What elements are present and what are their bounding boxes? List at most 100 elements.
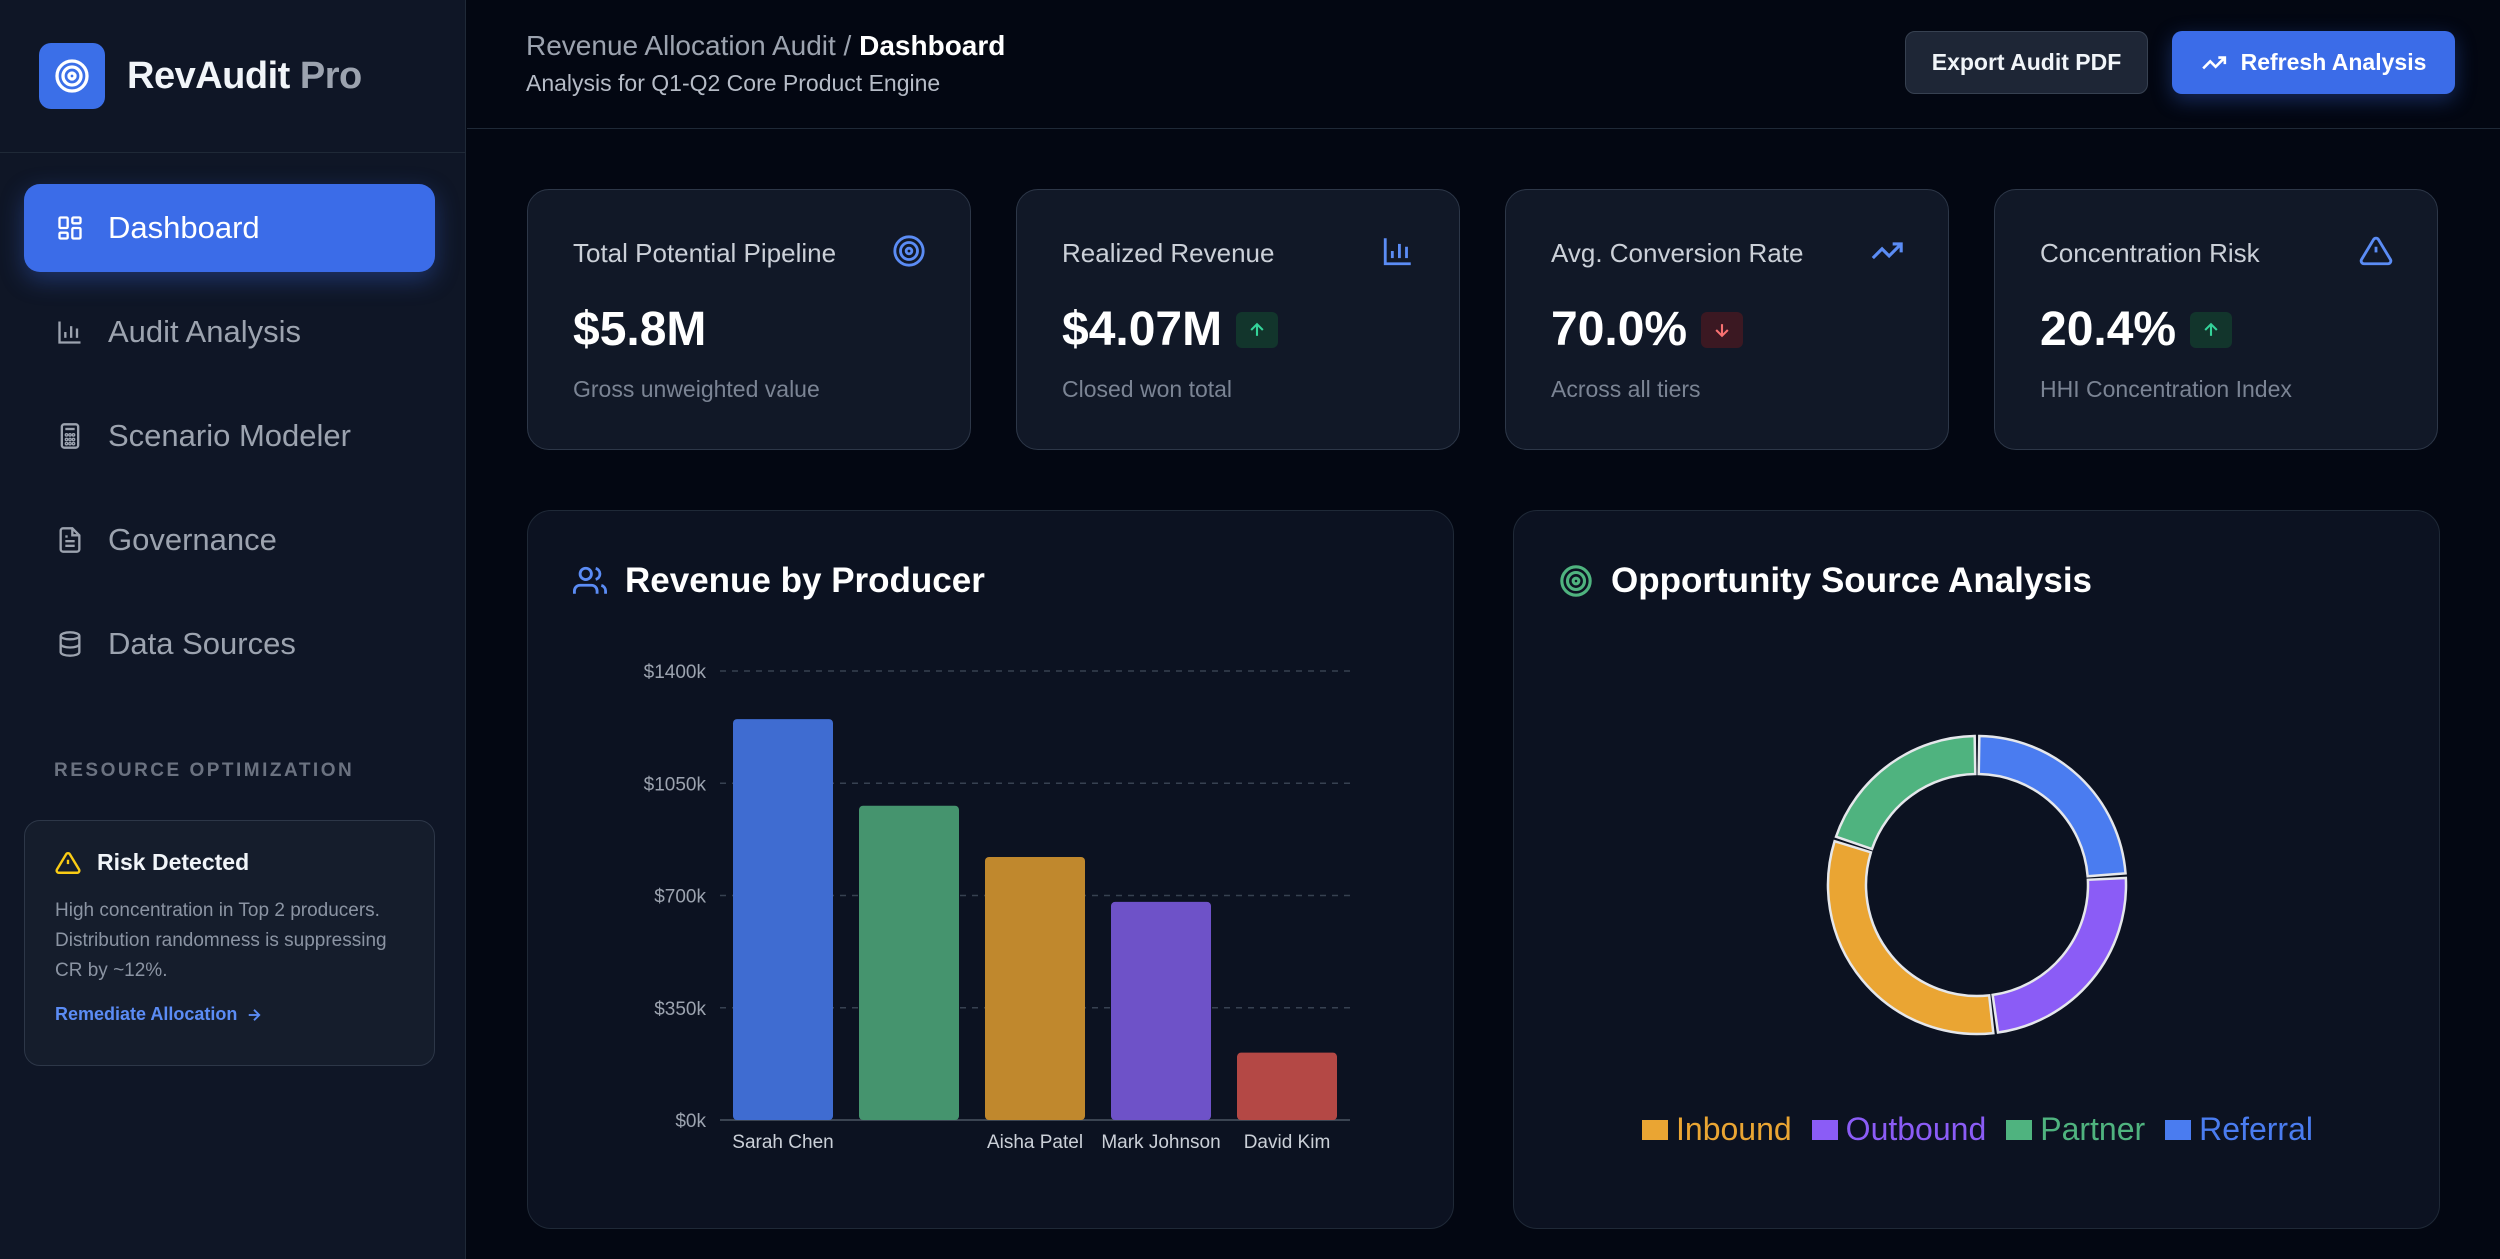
kpi-value: $5.8M xyxy=(573,303,707,356)
arrow-right-icon xyxy=(249,1008,261,1021)
legend-label: Outbound xyxy=(1845,1111,1987,1147)
y-tick-label: $700k xyxy=(654,887,706,908)
bar xyxy=(733,719,833,1120)
kpi-subtitle: Gross unweighted value xyxy=(573,376,820,402)
kpi-subtitle: Across all tiers xyxy=(1551,376,1701,402)
donut-slice-partner xyxy=(1834,734,1977,851)
warning-icon xyxy=(2359,236,2393,266)
bar-chart-icon xyxy=(1383,238,1411,266)
nav-item-data-sources[interactable]: Data Sources xyxy=(24,600,435,688)
kpi-title: Concentration Risk xyxy=(2040,238,2260,268)
legend-swatch xyxy=(1811,1119,1838,1140)
trending-up-icon xyxy=(1871,242,1903,260)
target-icon xyxy=(1560,565,1592,597)
arrow-up-icon xyxy=(1250,322,1264,336)
legend-swatch xyxy=(2165,1119,2192,1140)
source-donut-chart xyxy=(1826,734,2128,1036)
x-tick-label: Mark Johnson xyxy=(1101,1132,1220,1153)
legend-swatch xyxy=(1642,1119,1668,1140)
breadcrumb-parent[interactable]: Revenue Allocation Audit xyxy=(526,30,836,61)
users-icon xyxy=(573,566,607,594)
legend-swatch xyxy=(2006,1119,2033,1140)
kpi-title: Avg. Conversion Rate xyxy=(1551,238,1804,268)
bar-chart-icon xyxy=(54,316,86,348)
kpi-card-pipeline: Total Potential Pipeline $5.8M Gross unw… xyxy=(527,189,971,450)
bar xyxy=(1111,901,1211,1120)
kpi-value: 20.4% xyxy=(2040,302,2233,357)
nav-item-label: Dashboard xyxy=(108,210,260,245)
remediate-link[interactable]: Remediate Allocation xyxy=(55,1004,404,1025)
x-tick-label: Aisha Patel xyxy=(987,1132,1083,1153)
page-header: Revenue Allocation Audit / Dashboard Ana… xyxy=(467,0,2500,129)
export-audit-button[interactable]: Export Audit PDF xyxy=(1905,31,2148,94)
kpi-value: 70.0% xyxy=(1551,302,1744,357)
section-label: RESOURCE OPTIMIZATION xyxy=(54,760,355,781)
legend-item-outbound[interactable]: Outbound xyxy=(1811,1111,1987,1148)
kpi-subtitle: HHI Concentration Index xyxy=(2040,376,2292,402)
dashboard-icon xyxy=(54,212,86,244)
legend-label: Referral xyxy=(2199,1111,2313,1147)
sidebar: RevAudit Pro Dashboard Audit Analysis Sc… xyxy=(0,0,466,1259)
nav-item-audit-analysis[interactable]: Audit Analysis xyxy=(24,288,435,376)
breadcrumb: Revenue Allocation Audit / Dashboard xyxy=(526,30,1006,61)
trend-down-badge xyxy=(1701,311,1744,348)
nav-item-governance[interactable]: Governance xyxy=(24,496,435,584)
brand[interactable]: RevAudit Pro xyxy=(0,0,465,153)
arrow-up-icon xyxy=(2204,322,2218,336)
arrow-down-icon xyxy=(1715,323,1729,337)
revenue-by-producer-panel: $0k $350k $700k $1050k $1400k Sarah Chen Aisha… xyxy=(527,510,1454,1229)
trend-up-badge xyxy=(1236,311,1279,348)
trending-up-icon xyxy=(2201,55,2226,69)
donut-slice-outbound xyxy=(1991,876,2128,1034)
legend-item-partner[interactable]: Partner xyxy=(2006,1111,2145,1148)
page-subtitle: Analysis for Q1-Q2 Core Product Engine xyxy=(526,70,941,96)
risk-title: Risk Detected xyxy=(55,849,404,876)
y-tick-label: $1050k xyxy=(644,774,707,795)
nav-item-label: Governance xyxy=(108,522,277,557)
opportunity-source-panel: Opportunity Source Analysis Inbound Outbo… xyxy=(1513,510,2440,1229)
kpi-card-conversion-rate: Avg. Conversion Rate 70.0% Across all ti… xyxy=(1505,189,1949,450)
target-icon xyxy=(893,235,925,267)
revenue-bar-chart: $0k $350k $700k $1050k $1400k Sarah Chen Aisha… xyxy=(644,662,1350,1153)
risk-card: Risk Detected High concentration in Top … xyxy=(24,820,435,1066)
y-tick-label: $0k xyxy=(675,1111,706,1132)
nav-item-label: Scenario Modeler xyxy=(108,418,351,453)
warning-icon xyxy=(55,851,81,874)
legend-item-referral[interactable]: Referral xyxy=(2165,1111,2313,1148)
nav-item-label: Audit Analysis xyxy=(108,314,301,349)
nav-item-scenario-modeler[interactable]: Scenario Modeler xyxy=(24,392,435,480)
legend-item-inbound[interactable]: Inbound xyxy=(1642,1111,1792,1148)
legend-label: Partner xyxy=(2040,1111,2146,1147)
nav-item-label: Data Sources xyxy=(108,626,296,661)
brand-name: RevAudit Pro xyxy=(127,54,362,97)
target-icon xyxy=(39,43,105,109)
risk-description: High concentration in Top 2 producers. D… xyxy=(55,900,387,981)
chart-legend: Inbound Outbound Partner Referral xyxy=(1514,1111,2441,1148)
panel-title: Revenue by Producer xyxy=(573,561,985,601)
bar xyxy=(985,857,1085,1120)
x-tick-label: Sarah Chen xyxy=(732,1132,833,1153)
y-tick-label: $1400k xyxy=(644,662,707,683)
bar xyxy=(1237,1052,1337,1120)
trend-up-badge xyxy=(2190,311,2233,348)
donut-slice-inbound xyxy=(1826,839,1995,1036)
breadcrumb-current: Dashboard xyxy=(859,30,1006,61)
kpi-value: $4.07M xyxy=(1062,302,1279,357)
panel-title: Opportunity Source Analysis xyxy=(1559,561,2092,601)
refresh-analysis-button[interactable]: Refresh Analysis xyxy=(2172,31,2455,94)
main-nav: Dashboard Audit Analysis Scenario Modele… xyxy=(24,184,435,704)
kpi-title: Realized Revenue xyxy=(1062,238,1275,268)
kpi-subtitle: Closed won total xyxy=(1062,376,1233,402)
kpi-card-realized-revenue: Realized Revenue $4.07M Closed won total xyxy=(1016,189,1460,450)
y-tick-label: $350k xyxy=(654,999,706,1020)
x-tick-label: David Kim xyxy=(1244,1132,1331,1153)
bar xyxy=(859,805,959,1120)
document-icon xyxy=(54,524,86,556)
calculator-icon xyxy=(54,420,86,452)
legend-label: Inbound xyxy=(1676,1111,1792,1147)
kpi-card-concentration-risk: Concentration Risk 20.4% HHI Concentrati… xyxy=(1994,189,2438,450)
donut-slice-referral xyxy=(1977,734,2127,878)
kpi-title: Total Potential Pipeline xyxy=(573,238,837,268)
nav-item-dashboard[interactable]: Dashboard xyxy=(24,184,435,272)
database-icon xyxy=(54,628,86,660)
